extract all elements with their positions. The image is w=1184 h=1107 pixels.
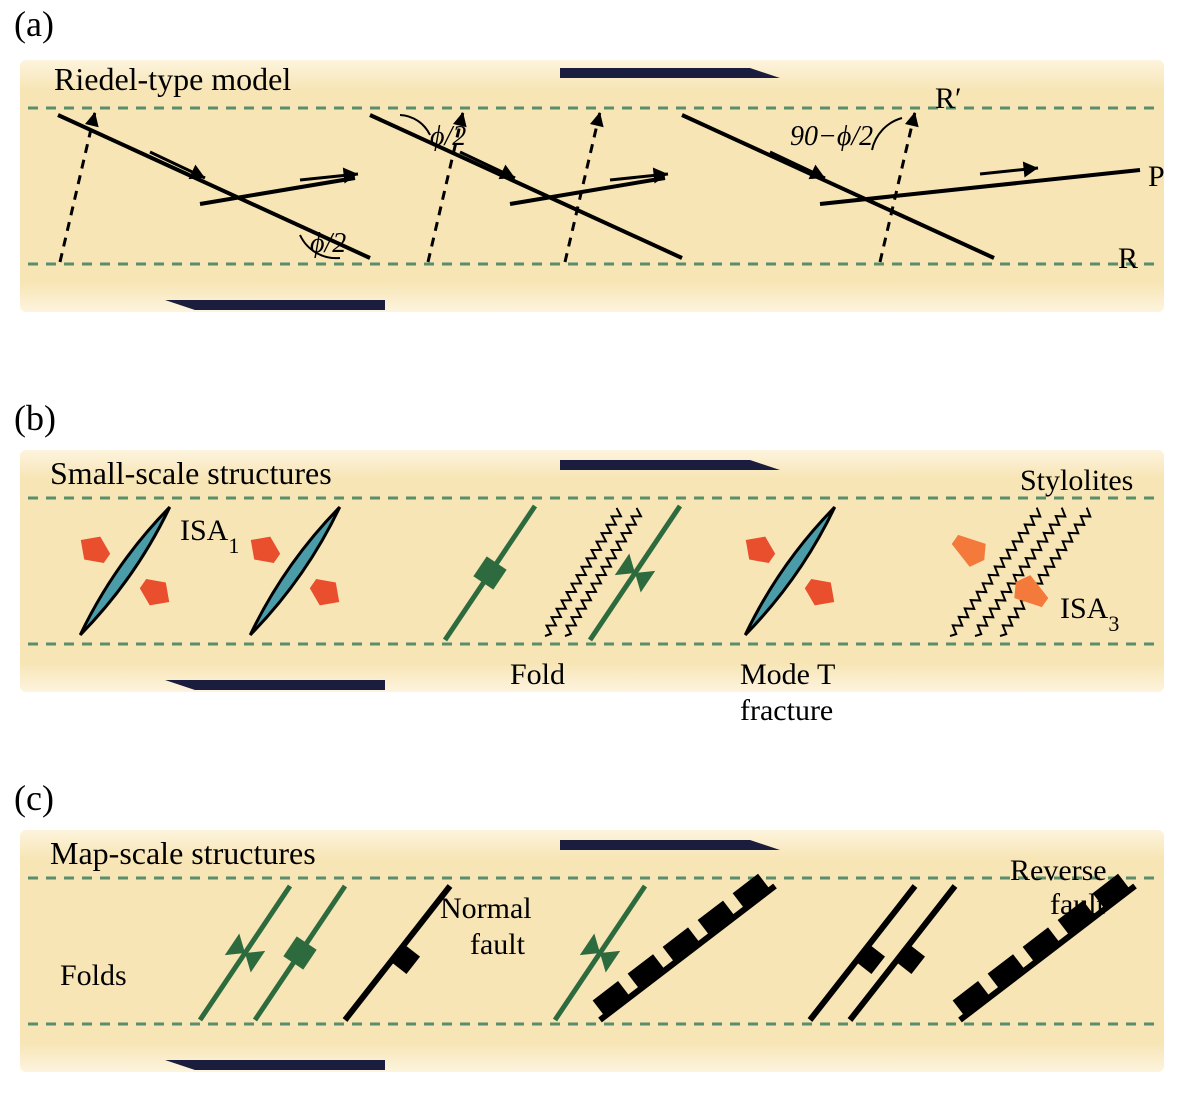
panel-title: Map-scale structures: [50, 835, 316, 871]
feature-label: fault: [470, 928, 526, 961]
shear-arrow: [560, 68, 780, 78]
feature-label: Stylolites: [1020, 464, 1133, 497]
shear-arrow: [165, 300, 385, 310]
panel-label: (c): [14, 778, 54, 818]
panel-title: Small-scale structures: [50, 455, 332, 491]
feature-label: fracture: [740, 694, 833, 727]
panel-title: Riedel-type model: [54, 61, 291, 97]
shear-label: R: [1118, 242, 1138, 275]
shear-arrow: [560, 840, 780, 850]
shear-arrow: [165, 1060, 385, 1070]
feature-label: Mode T: [740, 658, 835, 691]
panel-label: (b): [14, 398, 56, 438]
feature-label: Fold: [510, 658, 565, 691]
angle-label: ϕ/2: [310, 228, 346, 259]
figure-root: (a)Riedel-type model ϕ/2 ϕ/2 90−ϕ/2 R′ P R (b) S…: [0, 0, 1184, 1107]
angle-label: ϕ/2: [430, 121, 466, 152]
feature-label: Normal: [440, 892, 532, 925]
figure-svg: (a)Riedel-type model ϕ/2 ϕ/2 90−ϕ/2 R′ P R (b) S…: [0, 0, 1184, 1107]
angle-label: 90−ϕ/2: [790, 121, 873, 152]
shear-arrow: [165, 680, 385, 690]
feature-label: Folds: [60, 959, 127, 992]
shear-label: P: [1148, 160, 1165, 193]
shear-arrow: [560, 460, 780, 470]
panel-label: (a): [14, 4, 54, 44]
feature-label: fault: [1050, 888, 1106, 921]
shear-label: R′: [935, 82, 962, 115]
feature-label: Reverse: [1010, 854, 1107, 887]
